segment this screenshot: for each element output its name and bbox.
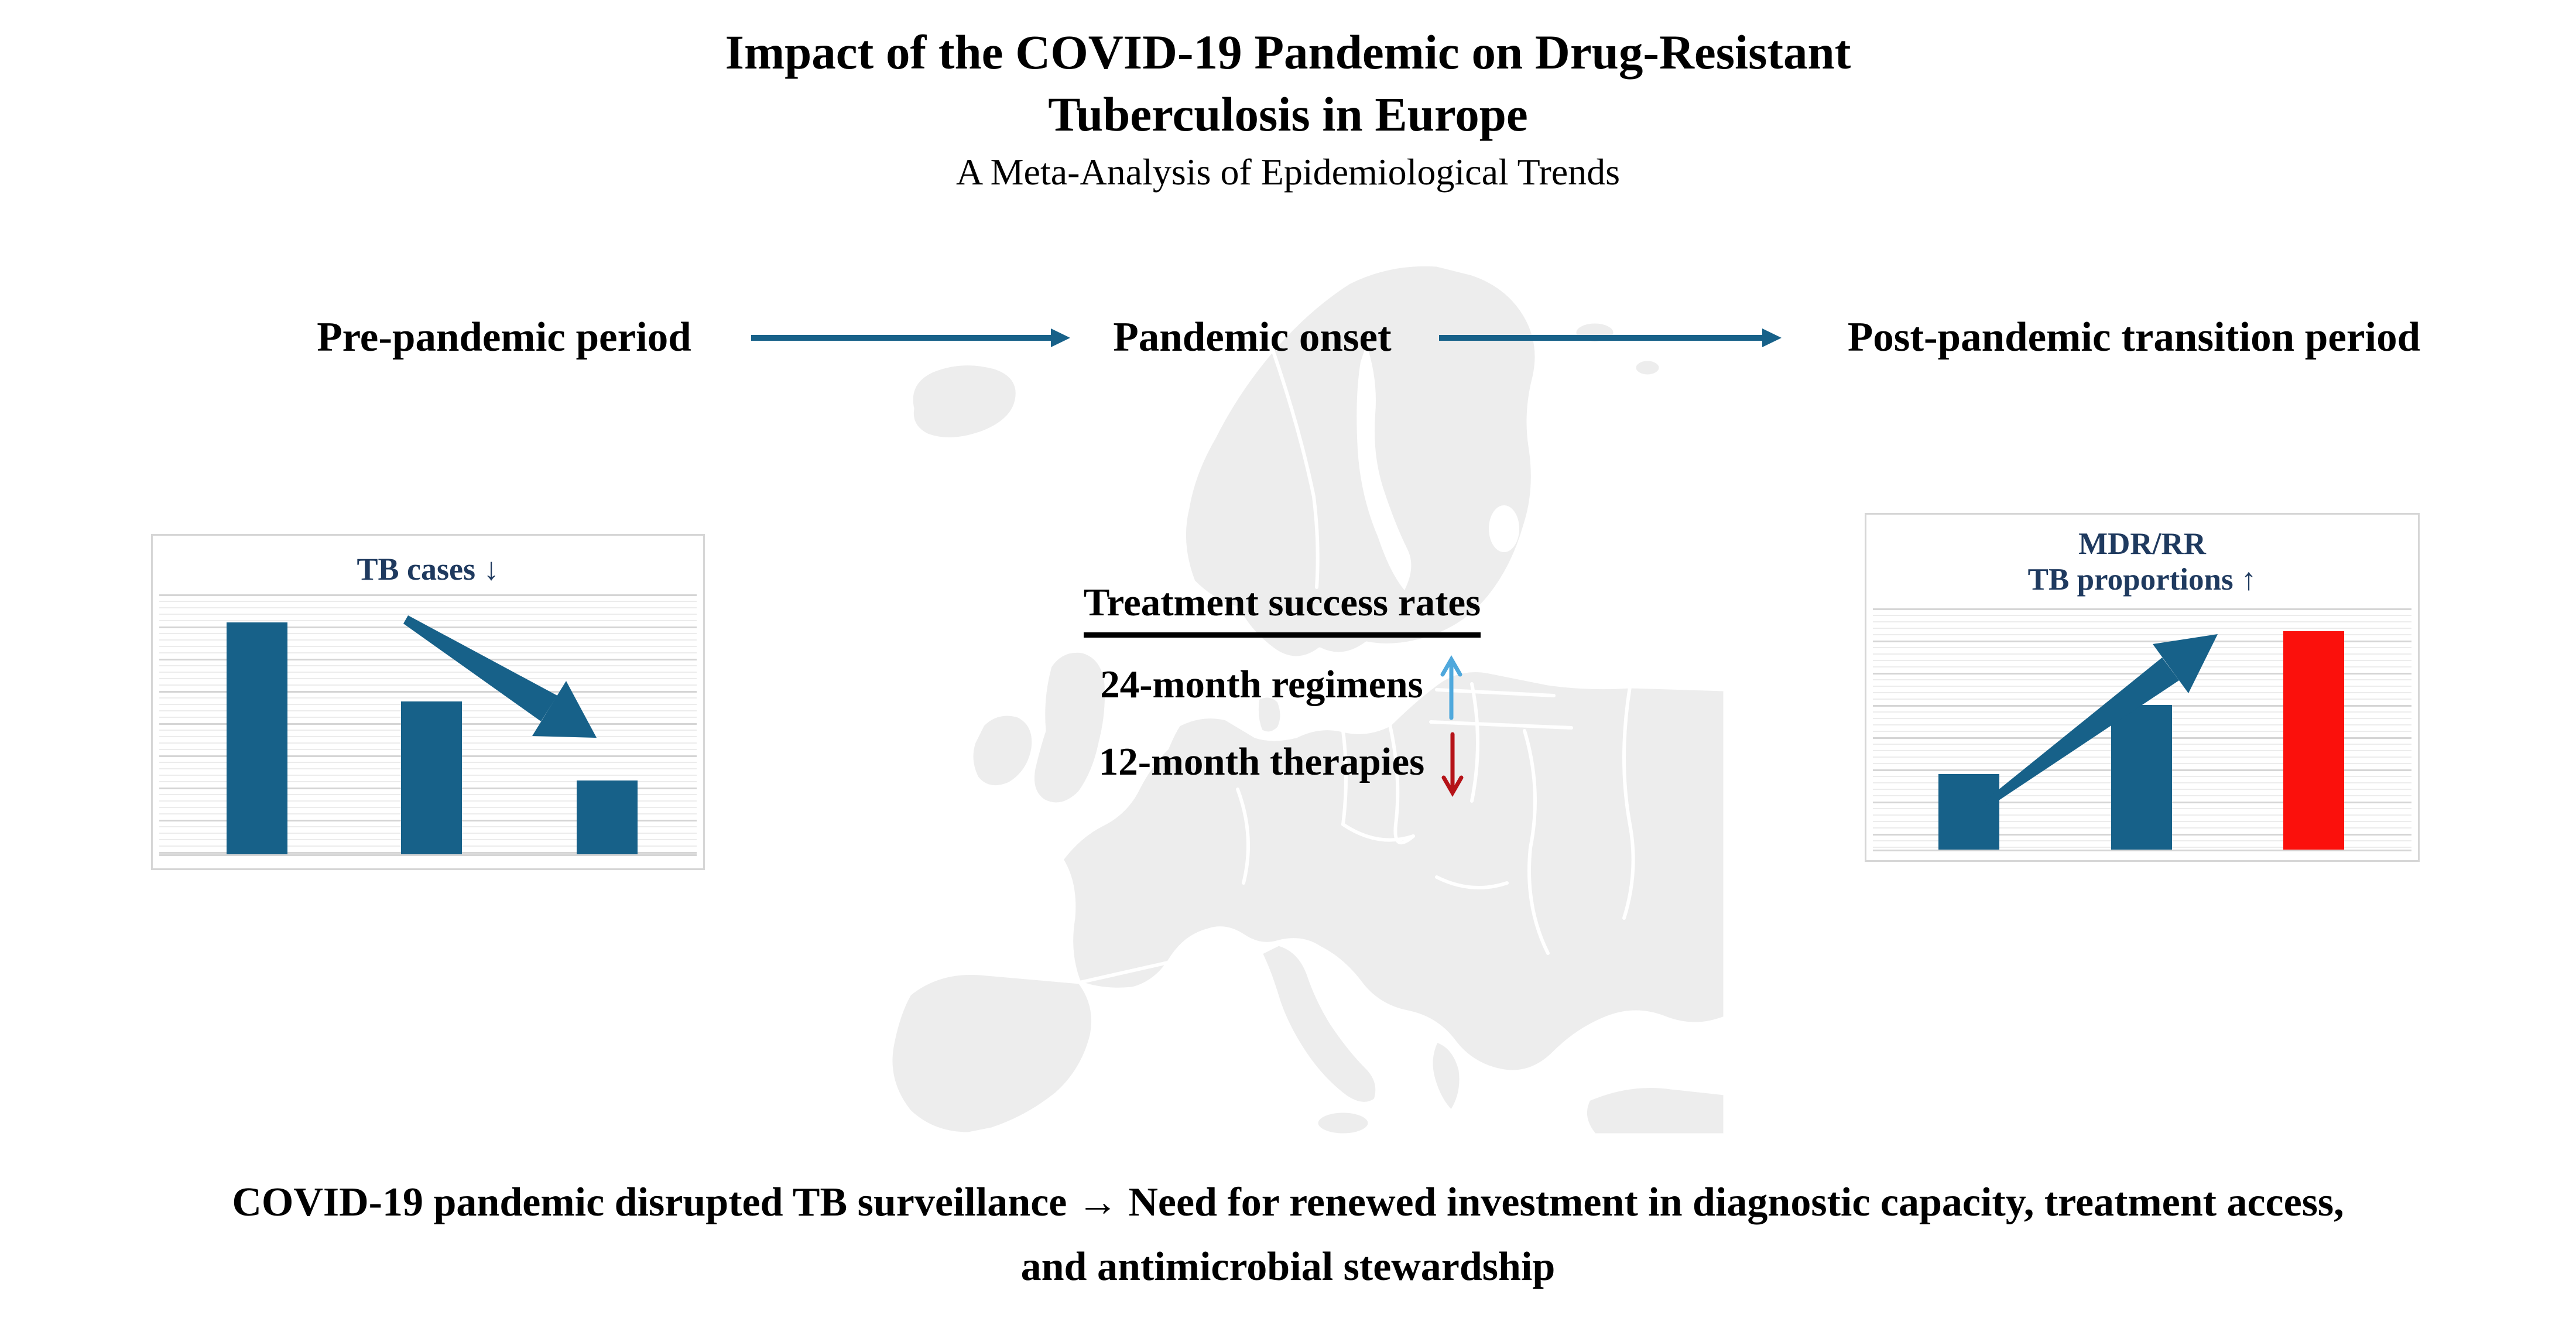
left-chart-bar-3 [577,780,638,854]
map-ireland [970,713,1035,789]
downward-trend-arrow-icon [403,615,597,738]
map-anatolia [1584,1085,1725,1136]
map-country-borders [1078,348,1635,984]
therapies-label: 12-month therapies [1098,740,1425,783]
down-arrow-icon [1441,732,1464,797]
map-island-2 [1633,358,1662,378]
conclusion-line-2: and antimicrobial stewardship [1020,1244,1556,1289]
regimens-label: 24-month regimens [1100,663,1423,706]
map-iceland [910,362,1019,440]
title-line-1: Impact of the COVID-19 Pandemic on Drug-… [725,25,1851,79]
right-chart-title-line-2: TB proportions ↑ [2027,563,2257,597]
subtitle: A Meta-Analysis of Epidemiological Trend… [955,151,1621,193]
title-block: Impact of the COVID-19 Pandemic on Drug-… [0,21,2576,199]
timeline-stage-pre-pandemic: Pre-pandemic period [317,314,691,360]
title-line-2: Tuberculosis in Europe [1048,87,1528,141]
conclusion-line-1: COVID-19 pandemic disrupted TB surveilla… [232,1180,2344,1225]
treatment-success-heading-text: Treatment success rates [1083,576,1481,638]
treatment-success-heading: Treatment success rates [995,576,1569,638]
right-chart-bar-3 [2283,631,2344,850]
conclusion-text: COVID-19 pandemic disrupted TB surveilla… [35,1170,2541,1299]
up-arrow-icon [1440,655,1462,720]
map-landmass [889,263,1725,1136]
map-iberia [889,971,1094,1135]
left-chart-bar-1 [227,622,287,854]
left-chart-bar-2 [401,701,462,854]
map-mainland [1060,669,1725,1073]
timeline-arrow-1 [751,328,1070,347]
post-pandemic-chart-panel: MDR/RR TB proportions ↑ [1865,513,2420,862]
europe-map-background [889,263,1725,1136]
map-great-britain [1031,649,1108,806]
right-chart-title: MDR/RR TB proportions ↑ [1866,526,2418,598]
right-chart-bar-2 [2111,705,2172,850]
map-lake [1489,505,1519,552]
upward-trend-arrow-icon [1985,634,2218,806]
map-italy [1259,943,1379,1105]
timeline-stage-post-pandemic: Post-pandemic transition period [1847,314,2421,360]
left-chart-plot [159,594,697,856]
right-chart-plot [1873,608,2411,851]
map-sicily [1315,1110,1371,1136]
map-gulf-of-bothnia [1356,344,1412,590]
regimens-row: 24-month regimens [995,649,1569,720]
timeline-arrow-2 [1439,328,1782,347]
right-chart-bar-1 [1938,774,1999,850]
pre-pandemic-chart-panel: TB cases ↓ [151,534,705,870]
map-greece [1430,1039,1462,1113]
right-chart-title-line-1: MDR/RR [2078,527,2206,561]
map-denmark [1255,694,1283,735]
timeline-stage-pandemic-onset: Pandemic onset [1113,314,1392,360]
therapies-row: 12-month therapies [995,726,1569,797]
left-chart-title: TB cases ↓ [357,552,499,587]
